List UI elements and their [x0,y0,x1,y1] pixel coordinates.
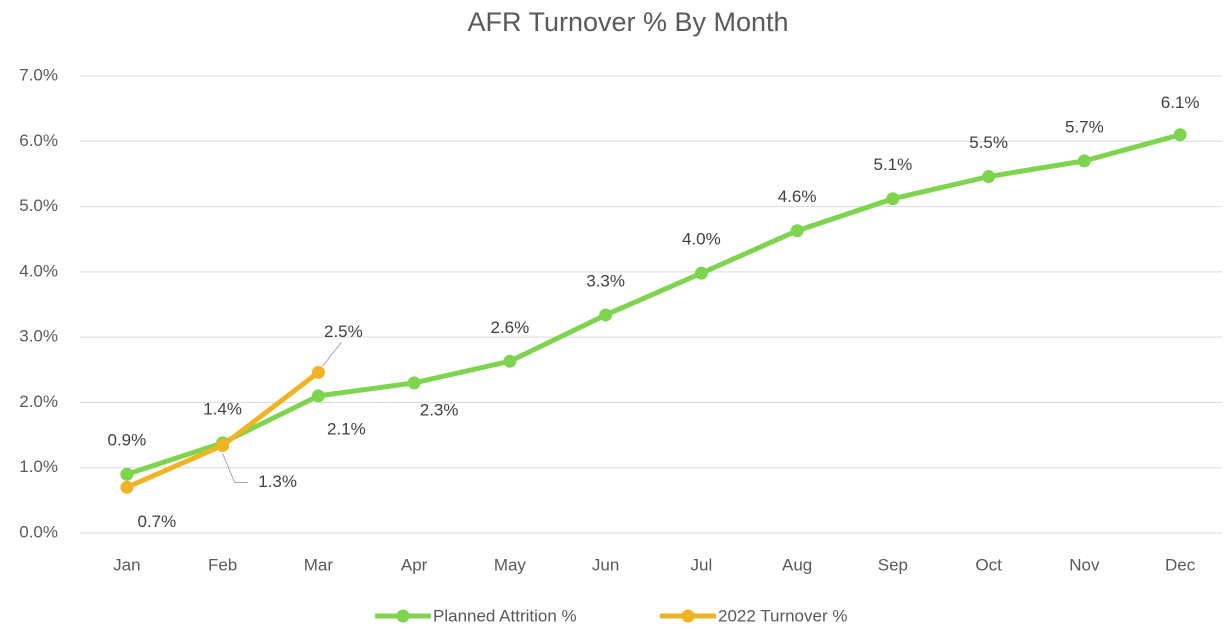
series-line [126,132,1181,477]
y-tick-label: 2.0% [19,392,58,411]
x-tick-label: Jul [691,555,713,574]
x-tick-label: Jun [592,555,619,574]
point [311,389,325,403]
point [216,439,230,453]
point [1173,128,1187,142]
x-tick-label: Feb [208,555,237,574]
x-tick-label: Nov [1069,555,1100,574]
leader-line [321,342,342,367]
point [599,308,613,322]
data-label: 0.9% [108,431,147,450]
data-label: 3.3% [586,271,625,290]
x-tick-label: Sep [878,555,908,574]
y-tick-label: 6.0% [19,131,58,150]
point [503,354,517,368]
data-label: 1.4% [203,399,242,418]
y-tick-label: 0.0% [19,522,58,541]
x-tick-label: May [494,555,527,574]
point [886,192,900,206]
x-tick-label: Dec [1165,555,1196,574]
chart-title: AFR Turnover % By Month [467,7,788,37]
point [120,480,134,494]
data-label: 2.6% [491,318,530,337]
x-tick-label: Jan [113,555,140,574]
data-label: 2.3% [420,400,459,419]
data-label: 0.7% [138,512,177,531]
leader-line [222,453,248,484]
x-tick-label: Mar [304,555,334,574]
y-tick-label: 4.0% [19,261,58,280]
point [694,266,708,280]
data-label: 2.1% [327,419,366,438]
legend-label: Planned Attrition % [433,606,577,625]
series-line [125,370,320,490]
point [407,376,421,390]
point [982,170,996,184]
y-tick-label: 1.0% [19,457,58,476]
x-tick-label: Aug [782,555,812,574]
x-tick-label: Apr [401,555,428,574]
legend-marker [396,609,410,623]
x-tick-label: Oct [975,555,1002,574]
data-label: 4.0% [682,230,721,249]
data-label: 1.3% [258,472,297,491]
point [311,365,325,379]
data-label: 6.1% [1161,93,1200,112]
point [790,224,804,238]
y-tick-label: 7.0% [19,65,58,84]
y-tick-label: 3.0% [19,327,58,346]
data-label: 4.6% [778,187,817,206]
y-tick-label: 5.0% [19,196,58,215]
legend-marker [681,609,695,623]
data-label: 5.1% [874,155,913,174]
legend-label: 2022 Turnover % [718,606,847,625]
data-label: 5.7% [1065,117,1104,136]
data-label: 2.5% [324,322,363,341]
point [1077,154,1091,168]
point [120,467,134,481]
data-label: 5.5% [969,133,1008,152]
